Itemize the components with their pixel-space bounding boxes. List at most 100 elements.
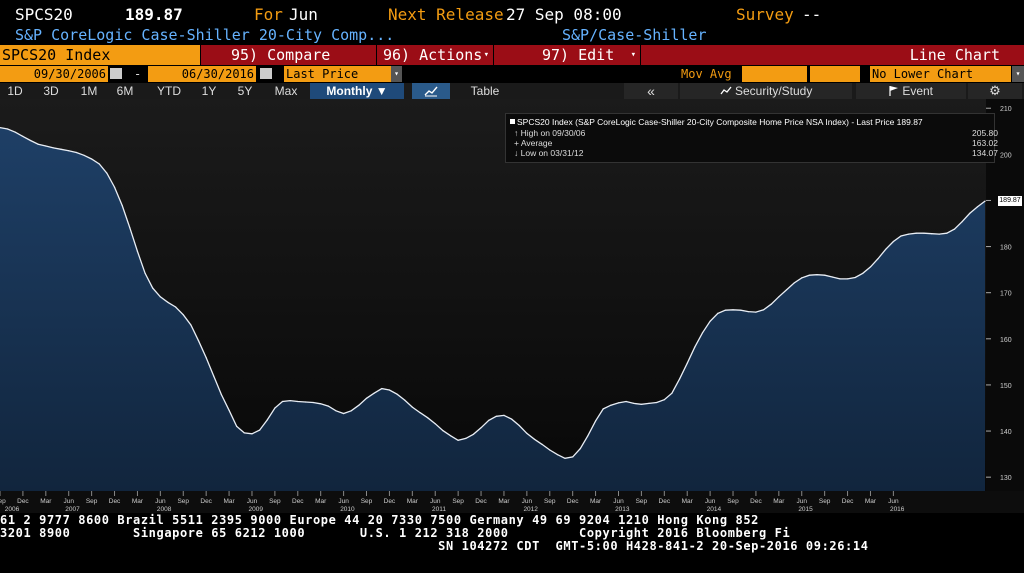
data-point [236, 425, 238, 427]
period-5y-label: 5Y [237, 84, 253, 98]
end-date-value: 06/30/2016 [181, 67, 254, 81]
x-month-label: Jun [430, 498, 441, 505]
data-point [656, 401, 658, 404]
start-date-input[interactable]: 09/30/2006 [0, 66, 108, 82]
data-point [129, 227, 131, 229]
period-max[interactable]: Max [268, 83, 304, 99]
data-point [931, 233, 933, 235]
data-point [984, 200, 986, 202]
for-value: Jun [289, 5, 318, 24]
data-point [648, 402, 650, 404]
event-label: Event [902, 84, 934, 98]
price-field-select[interactable]: Last Price ▾ [284, 66, 402, 82]
x-month-label: Sep [452, 498, 464, 505]
data-point [969, 212, 971, 214]
data-point [243, 432, 245, 434]
settings-symbol: ⚙ [989, 83, 1001, 98]
data-point [701, 332, 704, 334]
x-month-label: Jun [797, 498, 808, 505]
data-point [98, 163, 100, 165]
chart-toolbar: 1D 3D 1M 6M YTD 1Y 5Y Max Monthly ▼ Tabl… [0, 83, 1024, 99]
y-tick-label: 210 [1000, 106, 1012, 113]
security-study-label: Security/Study [734, 84, 813, 98]
frequency-select[interactable]: Monthly ▼ [310, 83, 404, 99]
x-month-label: Mar [407, 498, 419, 505]
x-year-label: 2006 [5, 506, 20, 513]
x-month-label: Jun [338, 498, 349, 505]
data-point [709, 320, 711, 322]
lower-chart-dropdown-icon[interactable]: ▾ [1012, 66, 1024, 82]
data-point [312, 401, 314, 404]
period-6m[interactable]: 6M [112, 83, 138, 99]
chart-type-button[interactable]: Line Chart [641, 45, 1024, 65]
x-month-label: Dec [17, 498, 29, 505]
data-point [419, 412, 421, 414]
data-point [449, 435, 452, 437]
period-5y[interactable]: 5Y [232, 83, 258, 99]
data-point [251, 433, 253, 435]
data-point [113, 186, 116, 188]
x-month-label: Mar [223, 498, 235, 505]
data-point [770, 303, 772, 305]
y-tick-label: 140 [1000, 429, 1012, 436]
data-point [350, 410, 352, 412]
security-field-label: SPCS20 Index [2, 46, 111, 64]
period-1d[interactable]: 1D [2, 83, 28, 99]
data-point [724, 309, 727, 311]
period-max-label: Max [274, 84, 298, 98]
x-month-label: Jun [613, 498, 624, 505]
data-point [205, 357, 207, 359]
period-ytd-label: YTD [157, 84, 181, 98]
x-month-label: Dec [659, 498, 671, 505]
edit-button[interactable]: 97) Edit ▾ [494, 45, 640, 65]
data-point [839, 278, 841, 280]
security-description: S&P CoreLogic Case-Shiller 20-City Comp.… [15, 26, 395, 44]
data-point [862, 272, 864, 274]
end-date-input[interactable]: 06/30/2016 [148, 66, 256, 82]
data-point [60, 148, 62, 150]
period-3d[interactable]: 3D [38, 83, 64, 99]
end-calendar-icon[interactable] [260, 68, 272, 79]
data-point [640, 403, 643, 405]
x-year-label: 2015 [798, 506, 813, 513]
line-chart-icon[interactable] [412, 83, 450, 99]
x-month-label: Mar [773, 498, 785, 505]
period-ytd[interactable]: YTD [152, 83, 186, 99]
mov-avg-input-1[interactable] [742, 66, 807, 82]
actions-button[interactable]: 96) Actions ▾ [377, 45, 493, 65]
lower-chart-select[interactable]: No Lower Chart [870, 66, 1011, 82]
x-month-label: Mar [865, 498, 877, 505]
data-point [518, 424, 520, 427]
data-point [136, 250, 138, 252]
start-calendar-icon[interactable] [110, 68, 122, 79]
data-point [671, 392, 673, 394]
data-point [747, 311, 749, 313]
event-button[interactable]: Event [856, 83, 966, 99]
series-area-fill [0, 127, 985, 491]
price-field-dropdown-icon: ▾ [391, 66, 402, 82]
x-month-label: Sep [86, 498, 98, 505]
period-1y[interactable]: 1Y [196, 83, 222, 99]
data-point [908, 233, 910, 235]
range-bar: 09/30/2006 - 06/30/2016 Last Price ▾ Mov … [0, 66, 1024, 82]
mov-avg-label: Mov Avg [681, 67, 732, 81]
frequency-label: Monthly ▼ [326, 84, 388, 98]
settings-gear-icon[interactable]: ⚙ [968, 83, 1022, 99]
data-point [503, 414, 505, 416]
data-point [495, 415, 497, 417]
data-point [740, 309, 742, 311]
table-button[interactable]: Table [456, 83, 514, 99]
x-month-label: Dec [567, 498, 579, 505]
price-chart[interactable]: 130140150160170180190200210 SepDecMarJun… [0, 99, 1024, 513]
security-study-button[interactable]: Security/Study [680, 83, 852, 99]
x-month-label: Jun [888, 498, 899, 505]
mov-avg-input-2[interactable] [810, 66, 860, 82]
collapse-symbol: « [647, 83, 655, 99]
data-point [587, 435, 589, 437]
series-line [0, 126, 986, 459]
period-1m[interactable]: 1M [76, 83, 102, 99]
security-field[interactable]: SPCS20 Index [0, 45, 200, 65]
data-point [266, 419, 268, 421]
collapse-icon[interactable]: « [624, 83, 678, 99]
compare-button[interactable]: 95) Compare [201, 45, 376, 65]
